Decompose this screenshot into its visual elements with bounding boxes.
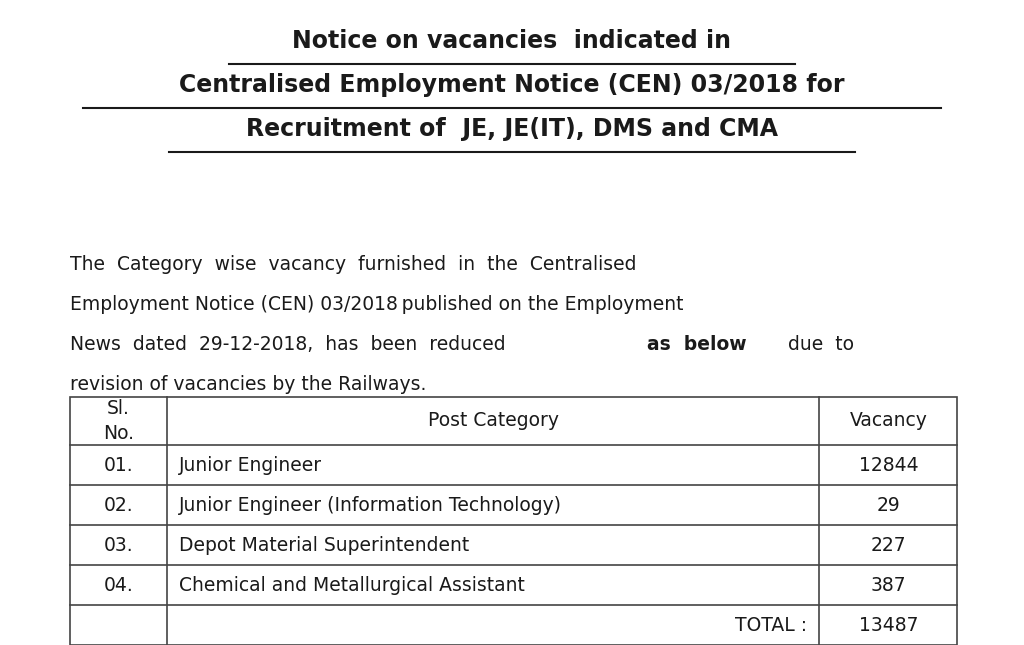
Text: The  Category  wise  vacancy  furnished  in  the  Centralised: The Category wise vacancy furnished in t…: [70, 255, 636, 273]
Text: 01.: 01.: [103, 455, 133, 475]
Text: 13487: 13487: [858, 615, 919, 635]
Text: 02.: 02.: [103, 495, 133, 515]
Text: Notice on vacancies  indicated in: Notice on vacancies indicated in: [293, 29, 731, 53]
Text: 12844: 12844: [858, 455, 919, 475]
Text: News  dated  29-12-2018,  has  been  reduced: News dated 29-12-2018, has been reduced: [70, 335, 517, 353]
Bar: [70, 397, 957, 645]
Text: 03.: 03.: [103, 535, 133, 555]
Text: Depot Material Superintendent: Depot Material Superintendent: [179, 535, 469, 555]
Text: revision of vacancies by the Railways.: revision of vacancies by the Railways.: [70, 375, 426, 393]
Text: 04.: 04.: [103, 575, 133, 595]
Text: 227: 227: [870, 535, 906, 555]
Text: Centralised Employment Notice (CEN) 03/2018 for: Centralised Employment Notice (CEN) 03/2…: [179, 73, 845, 97]
Text: Vacancy: Vacancy: [849, 412, 928, 430]
Text: 29: 29: [877, 495, 900, 515]
Text: 387: 387: [870, 575, 906, 595]
Text: Chemical and Metallurgical Assistant: Chemical and Metallurgical Assistant: [179, 575, 525, 595]
Text: Post Category: Post Category: [428, 412, 558, 430]
Text: TOTAL :: TOTAL :: [735, 615, 807, 635]
Text: Sl.
No.: Sl. No.: [102, 399, 134, 443]
Text: Employment Notice (CEN) 03/2018 published on the Employment: Employment Notice (CEN) 03/2018 publishe…: [70, 295, 683, 313]
Text: Junior Engineer: Junior Engineer: [179, 455, 323, 475]
Text: Recruitment of  JE, JE(IT), DMS and CMA: Recruitment of JE, JE(IT), DMS and CMA: [246, 117, 778, 141]
Text: Junior Engineer (Information Technology): Junior Engineer (Information Technology): [179, 495, 562, 515]
Text: due  to: due to: [776, 335, 854, 353]
Text: as  below: as below: [647, 335, 746, 353]
